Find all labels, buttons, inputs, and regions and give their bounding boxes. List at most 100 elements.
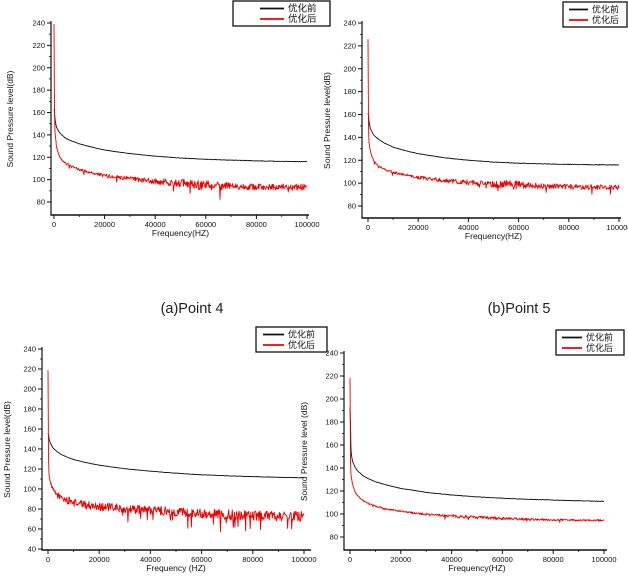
y-tick-label: 180 bbox=[343, 87, 356, 96]
y-tick-label: 100 bbox=[343, 179, 356, 188]
legend-box bbox=[255, 326, 328, 353]
y-tick-label: 140 bbox=[23, 445, 36, 454]
y-tick-label: 80 bbox=[348, 202, 356, 211]
y-axis-title: Sound Pressure level(dB) bbox=[322, 72, 332, 169]
legend-label: 优化前 bbox=[288, 3, 317, 15]
series-after-line bbox=[349, 377, 605, 523]
y-axis-title: Sound Pressure level (dB) bbox=[299, 402, 309, 501]
x-axis-title: Frequency (HZ) bbox=[146, 563, 206, 573]
series-before-line bbox=[53, 109, 308, 163]
y-tick-label: 80 bbox=[37, 198, 45, 207]
x-tick-label: 60000 bbox=[508, 223, 529, 232]
y-tick-label: 200 bbox=[343, 64, 356, 73]
y-tick-label: 160 bbox=[343, 110, 356, 119]
series-after-line bbox=[53, 23, 308, 200]
y-tick-label: 240 bbox=[23, 345, 36, 354]
y-tick-label: 160 bbox=[325, 441, 338, 450]
x-tick-label: 40000 bbox=[140, 555, 161, 564]
legend-box bbox=[555, 329, 625, 356]
chart-bottom_left: 40 60 80 100 120 140 160 180 200 220 240 0 20000 4000… bbox=[2, 326, 328, 573]
x-tick-label: 0 bbox=[366, 223, 370, 232]
x-tick-label: 100000 bbox=[291, 555, 316, 564]
y-tick-label: 200 bbox=[23, 385, 36, 394]
caption-point-4: (a)Point 4 bbox=[160, 301, 224, 317]
x-axis-title: Frequency(HZ) bbox=[465, 231, 522, 241]
y-tick-label: 60 bbox=[28, 525, 36, 534]
y-tick-label: 120 bbox=[23, 465, 36, 474]
y-tick-label: 180 bbox=[32, 86, 45, 95]
x-tick-label: 100000 bbox=[591, 555, 616, 564]
x-tick-label: 0 bbox=[348, 555, 352, 564]
series-before-line bbox=[349, 407, 605, 503]
x-tick-label: 20000 bbox=[94, 220, 115, 229]
x-tick-label: 100000 bbox=[294, 220, 319, 229]
x-tick-label: 40000 bbox=[145, 220, 166, 229]
x-tick-label: 80000 bbox=[242, 555, 263, 564]
y-tick-label: 240 bbox=[343, 19, 356, 28]
chart-top_right_point5: 80 100 120 140 160 180 200 220 240 0 20000 40000 600… bbox=[322, 1, 628, 241]
series-before-line bbox=[47, 432, 305, 479]
y-tick-label: 200 bbox=[325, 395, 338, 404]
y-tick-label: 160 bbox=[23, 425, 36, 434]
y-tick-label: 180 bbox=[325, 418, 338, 427]
y-tick-label: 220 bbox=[23, 365, 36, 374]
y-tick-label: 220 bbox=[325, 372, 338, 381]
x-axis-title: Frequency(HZ) bbox=[448, 563, 505, 573]
series-after-line bbox=[47, 370, 305, 533]
x-tick-label: 100000 bbox=[606, 223, 628, 232]
legend-label: 优化后 bbox=[592, 14, 619, 25]
legend-label: 优化后 bbox=[288, 339, 315, 350]
y-tick-label: 80 bbox=[330, 533, 338, 542]
x-tick-label: 80000 bbox=[543, 555, 564, 564]
x-tick-label: 20000 bbox=[390, 555, 411, 564]
legend-label: 优化后 bbox=[586, 342, 613, 353]
caption-point-5: (b)Point 5 bbox=[487, 301, 551, 317]
y-tick-label: 180 bbox=[23, 405, 36, 414]
chart-top_left_point4: 80 100 120 140 160 180 200 220 240 0 20000 40000 600… bbox=[5, 0, 331, 238]
x-tick-label: 40000 bbox=[458, 223, 479, 232]
x-tick-label: 80000 bbox=[558, 223, 579, 232]
x-tick-label: 60000 bbox=[191, 555, 212, 564]
legend-label: 优化前 bbox=[288, 329, 315, 340]
y-tick-label: 240 bbox=[32, 19, 45, 28]
y-tick-label: 120 bbox=[325, 487, 338, 496]
y-tick-label: 100 bbox=[32, 175, 45, 184]
y-tick-label: 140 bbox=[325, 464, 338, 473]
y-tick-label: 140 bbox=[343, 133, 356, 142]
y-tick-label: 220 bbox=[343, 41, 356, 50]
chart-bottom_right: 80 100 120 140 160 180 200 220 240 0 20000 40000 600… bbox=[299, 329, 625, 573]
x-axis-title: Frequency(HZ) bbox=[152, 228, 209, 238]
x-tick-label: 80000 bbox=[246, 220, 267, 229]
y-tick-label: 80 bbox=[28, 505, 36, 514]
y-tick-label: 140 bbox=[32, 130, 45, 139]
y-tick-label: 120 bbox=[32, 153, 45, 162]
x-tick-label: 40000 bbox=[441, 555, 462, 564]
legend-box bbox=[232, 0, 331, 27]
y-tick-label: 100 bbox=[325, 510, 338, 519]
x-tick-label: 0 bbox=[52, 220, 56, 229]
series-before-line bbox=[367, 113, 619, 166]
legend-label: 优化前 bbox=[592, 4, 619, 15]
x-tick-label: 20000 bbox=[89, 555, 110, 564]
y-axis-title: Sound Pressure level(dB) bbox=[2, 401, 12, 498]
legend-label: 优化前 bbox=[586, 332, 613, 343]
y-tick-label: 120 bbox=[343, 156, 356, 165]
y-axis-title: Sound Pressure level(dB) bbox=[5, 70, 15, 167]
legend-label: 优化后 bbox=[288, 13, 317, 25]
x-tick-label: 0 bbox=[46, 555, 50, 564]
x-tick-label: 60000 bbox=[492, 555, 513, 564]
y-tick-label: 40 bbox=[28, 545, 36, 554]
legend-box bbox=[562, 1, 628, 28]
y-tick-label: 220 bbox=[32, 41, 45, 50]
series-after-line bbox=[367, 39, 620, 195]
y-tick-label: 240 bbox=[325, 349, 338, 358]
y-tick-label: 100 bbox=[23, 485, 36, 494]
y-tick-label: 160 bbox=[32, 108, 45, 117]
x-tick-label: 20000 bbox=[408, 223, 429, 232]
y-tick-label: 200 bbox=[32, 63, 45, 72]
